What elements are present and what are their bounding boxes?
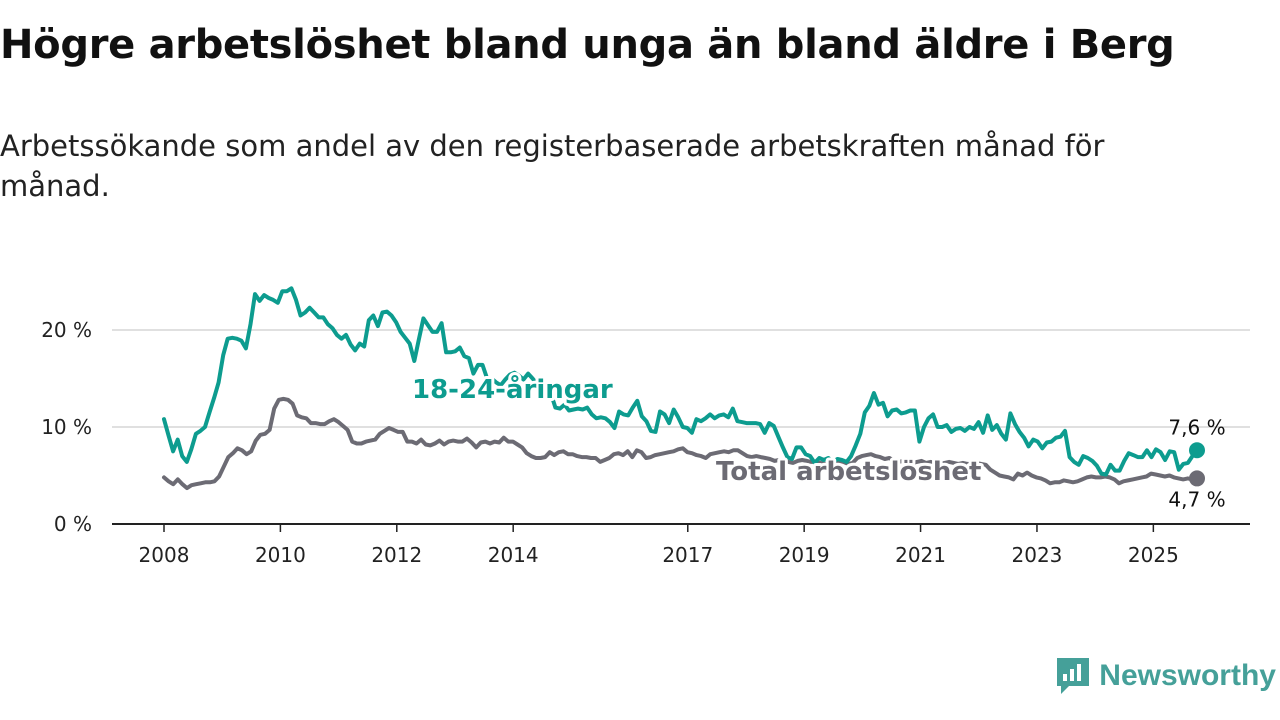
brand-name: Newsworthy <box>1099 659 1276 692</box>
y-axis-ticks: 0 % 10 % 20 % <box>41 318 92 536</box>
x-tick-label: 2023 <box>1012 543 1063 567</box>
series-label-youth: 18-24-åringar <box>412 373 613 405</box>
series-lines <box>162 286 1205 491</box>
chart-subtitle: Arbetssökande som andel av den registerb… <box>0 129 1105 203</box>
series-line-youth <box>162 286 1199 477</box>
series-line-total <box>162 396 1199 491</box>
end-value-label-youth: 7,6 % <box>1168 415 1225 439</box>
end-value-label-total: 4,7 % <box>1168 487 1225 511</box>
brand: Newsworthy <box>1055 656 1276 696</box>
chart-title: Högre arbetslöshet bland unga än bland ä… <box>0 22 1175 68</box>
x-axis-ticks: 2008 2010 2012 2014 2017 2019 2021 2023 2025 <box>139 524 1179 567</box>
newsworthy-logo-icon <box>1057 658 1090 694</box>
x-tick-label: 2012 <box>371 543 422 567</box>
end-point-total <box>1189 470 1205 487</box>
x-tick-label: 2025 <box>1128 543 1179 567</box>
x-tick-label: 2014 <box>488 543 539 567</box>
y-tick-label: 20 % <box>41 318 92 342</box>
x-tick-label: 2008 <box>139 543 190 567</box>
x-tick-label: 2010 <box>255 543 306 567</box>
y-tick-label: 0 % <box>54 512 92 536</box>
x-tick-label: 2019 <box>779 543 830 567</box>
series-label-total: Total arbetslöshet <box>716 457 981 487</box>
x-tick-label: 2021 <box>895 543 946 567</box>
x-tick-label: 2017 <box>662 543 713 567</box>
end-point-youth <box>1189 442 1205 459</box>
line-chart: 0 % 10 % 20 % 2008 2010 2012 2014 2017 2019 2021… <box>41 286 1250 567</box>
y-tick-label: 10 % <box>41 415 92 439</box>
series-labels: 18-24-åringar Total arbetslöshet 7,6 % 4,7 … <box>409 370 1226 511</box>
